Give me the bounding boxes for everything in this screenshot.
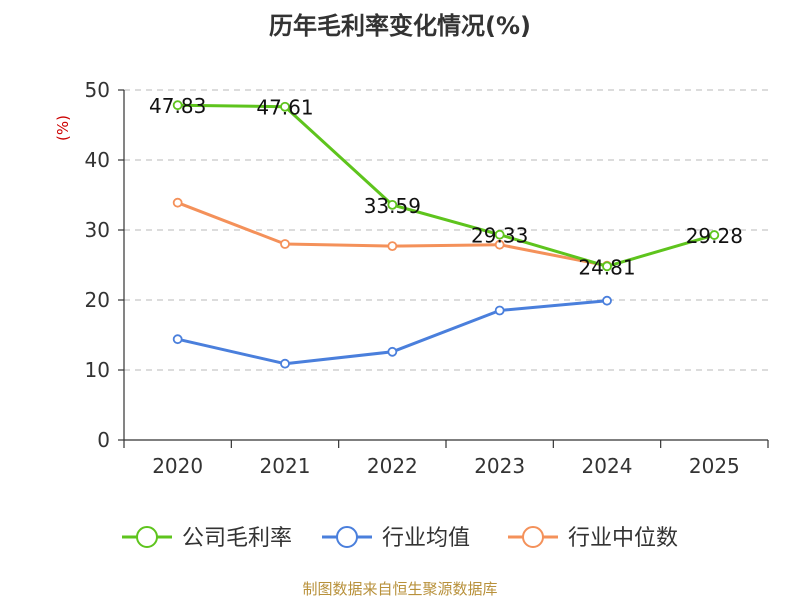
- data-point: [387, 241, 398, 252]
- series-line: [177, 103, 715, 268]
- chart-title: 历年毛利率变化情况(%): [269, 12, 531, 40]
- x-tick-label: 2024: [582, 454, 633, 478]
- legend-marker: [522, 526, 544, 548]
- x-tick-label: 2025: [689, 454, 740, 478]
- y-tick-label: 40: [85, 148, 110, 172]
- data-point: [280, 358, 290, 369]
- data-label: 24.81: [578, 255, 635, 279]
- data-point: [172, 197, 183, 208]
- data-point: [280, 239, 290, 249]
- x-tick-label: 2021: [260, 454, 311, 478]
- data-label: 47.61: [256, 96, 313, 120]
- y-tick-label: 0: [97, 428, 110, 452]
- legend-label: 行业中位数: [568, 526, 678, 551]
- y-tick-label: 20: [85, 288, 110, 312]
- y-axis-label: (%): [54, 115, 72, 141]
- data-point: [602, 261, 612, 272]
- data-point: [602, 295, 612, 306]
- data-point: [494, 239, 505, 250]
- data-label: 29.28: [686, 224, 743, 248]
- source-note: 制图数据来自恒生聚源数据库: [302, 580, 498, 598]
- data-label: 29.33: [471, 224, 528, 248]
- data-point: [172, 334, 183, 345]
- data-point: [387, 199, 398, 210]
- data-point: [709, 230, 720, 240]
- legend-label: 公司毛利率: [182, 526, 292, 551]
- data-label: 47.83: [149, 94, 206, 118]
- data-point: [280, 101, 290, 112]
- data-label: 33.59: [364, 194, 421, 218]
- data-point: [494, 229, 505, 240]
- y-tick-label: 50: [85, 78, 110, 102]
- x-tick-label: 2020: [152, 454, 203, 478]
- data-point: [172, 100, 183, 111]
- data-point: [494, 305, 505, 316]
- x-tick-label: 2022: [367, 454, 418, 478]
- y-tick-label: 10: [85, 358, 110, 382]
- legend-marker: [336, 526, 358, 548]
- legend-label: 行业均值: [382, 526, 470, 551]
- data-point: [387, 346, 398, 357]
- legend-marker: [136, 526, 158, 548]
- y-tick-label: 30: [85, 218, 110, 242]
- x-tick-label: 2023: [474, 454, 525, 478]
